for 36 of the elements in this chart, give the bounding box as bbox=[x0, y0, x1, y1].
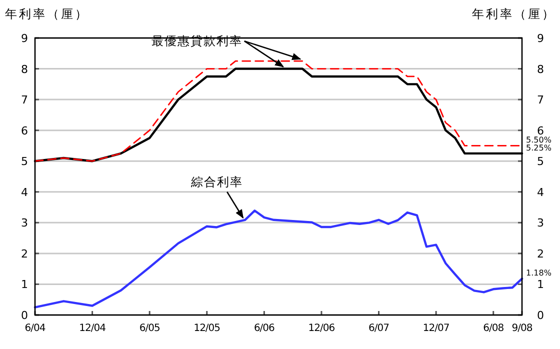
y-tick-label: 0 bbox=[21, 309, 28, 322]
x-tick-label: 6/04 bbox=[24, 323, 46, 334]
y2-tick-label: 6 bbox=[537, 124, 544, 138]
y2-tick-label: 1 bbox=[537, 278, 544, 292]
data-label: 1.18% bbox=[526, 268, 552, 278]
y2-tick-label: 4 bbox=[537, 186, 544, 199]
y-tick-label: 2 bbox=[21, 247, 28, 260]
y-tick-label: 8 bbox=[21, 62, 28, 76]
y2-tick-label: 7 bbox=[537, 94, 544, 107]
y-tick-label: 1 bbox=[21, 278, 28, 292]
x-tick-label: 12/05 bbox=[194, 323, 220, 334]
x-tick-label: 6/06 bbox=[254, 323, 275, 334]
y2-tick-label: 9 bbox=[537, 32, 544, 45]
y-tick-label: 5 bbox=[21, 155, 28, 168]
annotation: 綜合利率 bbox=[190, 174, 244, 189]
data-label: 5.25% bbox=[526, 143, 552, 152]
y-tick-label: 7 bbox=[21, 94, 28, 107]
x-tick-label: 6/07 bbox=[368, 323, 390, 334]
y-axis-title: 年利率（厘） bbox=[5, 7, 89, 21]
data-label: 5.50% bbox=[526, 136, 552, 145]
x-tick-label: 12/06 bbox=[308, 323, 335, 334]
x-tick-label: 6/08 bbox=[483, 323, 504, 334]
y2-tick-label: 5 bbox=[537, 155, 544, 168]
y2-tick-label: 2 bbox=[537, 247, 544, 260]
y2-axis-title: 年利率（厘） bbox=[472, 7, 556, 21]
y2-tick-label: 3 bbox=[537, 216, 544, 230]
y-tick-label: 4 bbox=[21, 186, 28, 199]
x-tick-label: 12/07 bbox=[422, 323, 450, 334]
y2-tick-label: 8 bbox=[537, 62, 544, 76]
y-tick-label: 3 bbox=[21, 216, 28, 230]
x-tick-label: 12/04 bbox=[79, 323, 106, 334]
y-tick-label: 6 bbox=[21, 124, 28, 138]
x-tick-label: 6/05 bbox=[139, 323, 160, 334]
y-tick-label: 9 bbox=[21, 32, 28, 45]
y2-tick-label: 0 bbox=[537, 309, 544, 322]
x-tick-label: 9/08 bbox=[512, 323, 532, 334]
